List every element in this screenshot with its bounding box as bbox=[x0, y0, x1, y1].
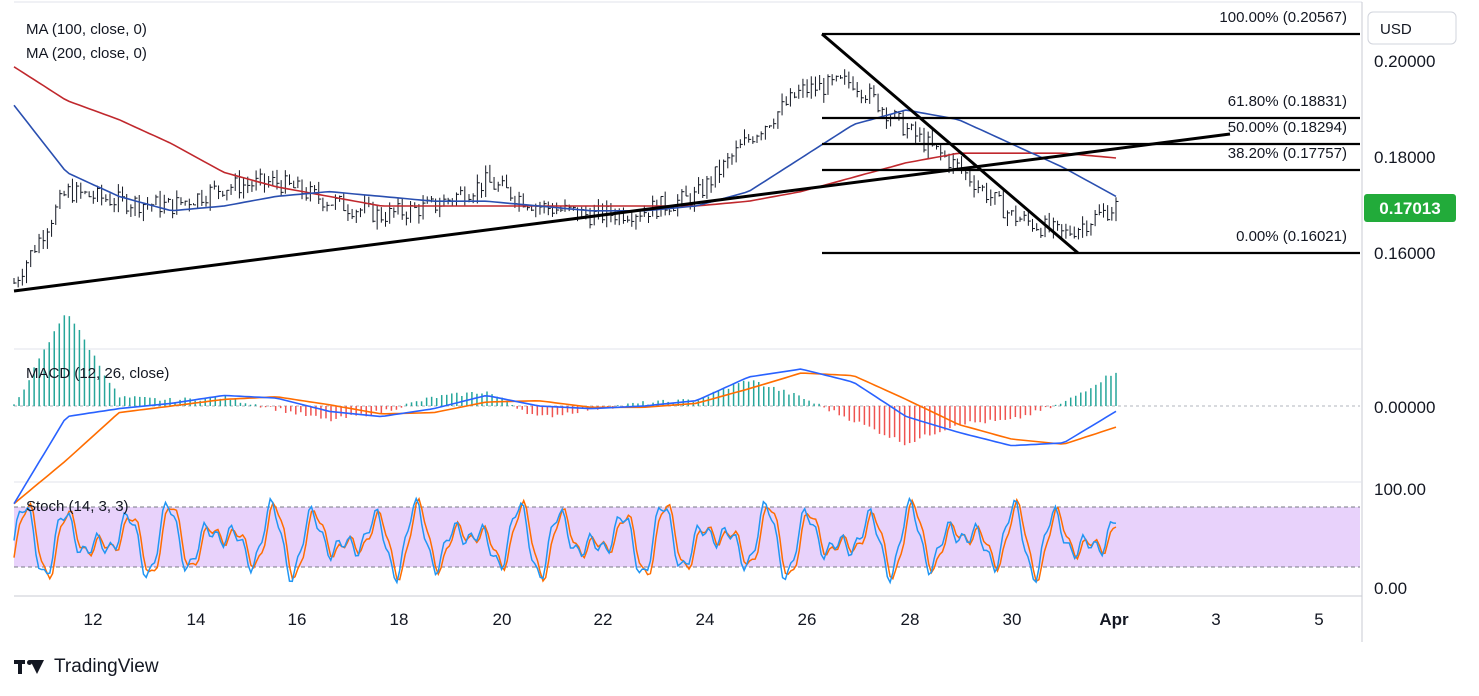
y-tick-016: 0.16000 bbox=[1374, 244, 1435, 263]
x-tick-3: 3 bbox=[1211, 610, 1220, 629]
x-tick-26: 26 bbox=[798, 610, 817, 629]
fib-label-50: 50.00% (0.18294) bbox=[1228, 119, 1347, 136]
last-price-label: 0.17013 bbox=[1379, 199, 1440, 218]
last-price-badge bbox=[1364, 194, 1456, 222]
footer: TradingView bbox=[14, 656, 159, 678]
fib-label-0: 0.00% (0.16021) bbox=[1236, 228, 1347, 245]
x-tick-12: 12 bbox=[84, 610, 103, 629]
currency-box[interactable] bbox=[1367, 11, 1457, 45]
ma200-line bbox=[13, 66, 1117, 207]
stochastic-pane[interactable]: Stoch (14, 3, 3) 100.00 0.00 bbox=[13, 480, 1426, 598]
x-tick-20: 20 bbox=[493, 610, 512, 629]
stoch-k-line bbox=[13, 496, 1117, 585]
y-tick-018: 0.18000 bbox=[1374, 148, 1435, 167]
fib-label-100: 100.00% (0.20567) bbox=[1219, 9, 1347, 26]
stoch-y-tick-100: 100.00 bbox=[1374, 480, 1426, 499]
fibonacci-retracement: 100.00% (0.20567) 61.80% (0.18831) 50.00… bbox=[822, 9, 1360, 255]
x-tick-24: 24 bbox=[696, 610, 715, 629]
macd-line bbox=[13, 368, 1117, 505]
y-tick-020: 0.20000 bbox=[1374, 52, 1435, 71]
price-pane[interactable]: 100.00% (0.20567) 61.80% (0.18831) 50.00… bbox=[13, 9, 1360, 293]
x-tick-30: 30 bbox=[1003, 610, 1022, 629]
legend-ma100: MA (100, close, 0) bbox=[26, 21, 147, 38]
x-tick-14: 14 bbox=[187, 610, 206, 629]
footer-brand: TradingView bbox=[54, 656, 159, 677]
legend-macd: MACD (12, 26, close) bbox=[26, 365, 169, 382]
x-tick-16: 16 bbox=[288, 610, 307, 629]
legend-stoch: Stoch (14, 3, 3) bbox=[26, 498, 129, 515]
x-tick-5: 5 bbox=[1314, 610, 1323, 629]
x-tick-18: 18 bbox=[390, 610, 409, 629]
stoch-y-tick-0: 0.00 bbox=[1374, 579, 1407, 598]
currency-label: USD bbox=[1380, 21, 1412, 38]
x-tick-22: 22 bbox=[594, 610, 613, 629]
tradingview-logo-icon bbox=[14, 658, 48, 676]
legend-ma200: MA (200, close, 0) bbox=[26, 45, 147, 62]
ascending-trendline bbox=[13, 132, 1231, 293]
macd-signal-line bbox=[13, 372, 1117, 505]
macd-y-tick-0: 0.00000 bbox=[1374, 398, 1435, 417]
time-axis[interactable]: 12 14 16 18 20 22 24 26 28 30 Apr 3 5 bbox=[84, 610, 1324, 629]
x-tick-apr: Apr bbox=[1099, 610, 1129, 629]
fib-label-618: 61.80% (0.18831) bbox=[1228, 93, 1347, 110]
stoch-band bbox=[14, 507, 1360, 567]
fib-label-382: 38.20% (0.17757) bbox=[1228, 145, 1347, 162]
ma100-line bbox=[13, 104, 1117, 212]
price-axis[interactable]: USD 0.20000 0.18000 0.16000 0.17013 bbox=[1364, 11, 1457, 263]
x-tick-28: 28 bbox=[901, 610, 920, 629]
macd-histogram bbox=[13, 315, 1117, 446]
macd-pane[interactable]: MACD (12, 26, close) 0.00000 bbox=[13, 315, 1435, 505]
